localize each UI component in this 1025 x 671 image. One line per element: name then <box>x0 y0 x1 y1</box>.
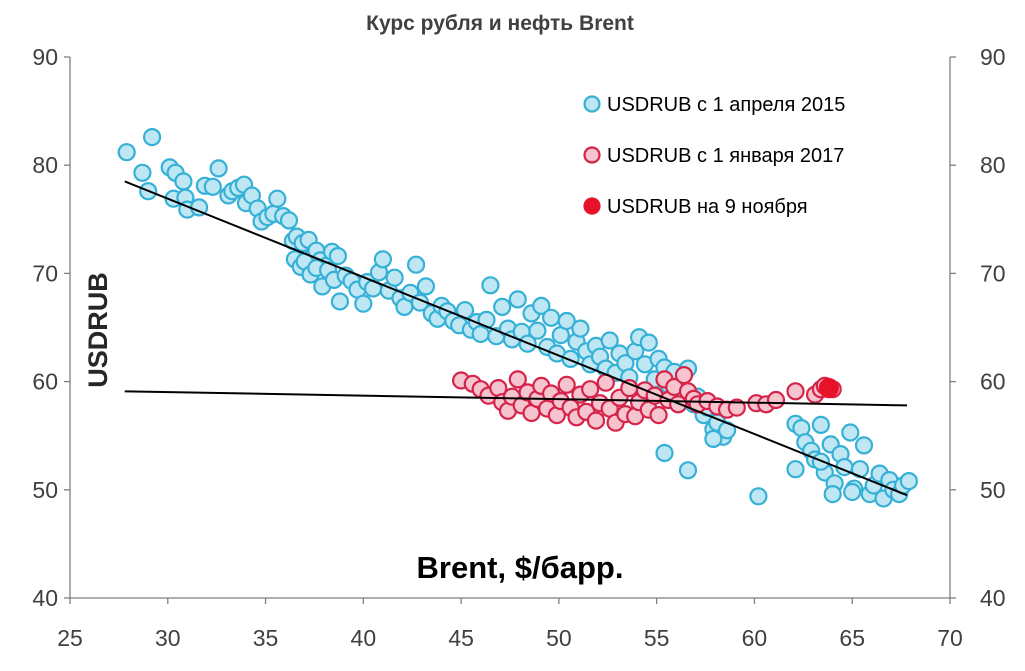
right-y-tick-label: 50 <box>980 477 1006 503</box>
chart-title: Курс рубля и нефть Brent <box>366 12 634 35</box>
x-tick-label: 40 <box>351 625 377 651</box>
x-tick-label: 65 <box>839 625 865 651</box>
data-point <box>328 247 347 266</box>
x-tick-label: 50 <box>546 625 572 651</box>
data-point <box>209 159 228 178</box>
data-point <box>279 211 299 230</box>
x-tick-label: 25 <box>57 625 83 651</box>
left-y-tick-label: 90 <box>32 44 58 70</box>
axes: 25 30 35 40 45 50 55 60 65 70 40 50 60 70 80 90 40 50 60 70… <box>32 44 1005 651</box>
data-point <box>823 485 842 504</box>
right-y-tick-label: 60 <box>980 369 1006 395</box>
data-point <box>481 276 500 295</box>
legend-label: USDRUB с 1 апреля 2015 <box>607 94 845 116</box>
data-point <box>678 461 698 480</box>
data-point <box>528 321 547 340</box>
legend-label: USDRUB на 9 ноября <box>607 196 808 218</box>
data-point <box>117 143 136 162</box>
data-point <box>330 292 349 311</box>
x-tick-label: 45 <box>448 625 474 651</box>
data-point <box>557 375 576 394</box>
x-tick-label: 55 <box>644 625 670 651</box>
trend-line-2 <box>124 390 907 407</box>
highlight-point <box>818 378 839 399</box>
data-point <box>203 177 222 196</box>
right-y-tick-label: 70 <box>980 260 1006 286</box>
left-y-tick-label: 80 <box>32 152 58 178</box>
trend-lines <box>124 180 908 497</box>
data-point <box>407 255 426 274</box>
data-point <box>385 268 404 287</box>
data-point <box>354 294 373 313</box>
data-point <box>373 250 392 269</box>
data-point <box>493 297 512 316</box>
data-point <box>727 398 746 417</box>
data-point <box>532 296 551 315</box>
data-point <box>133 163 152 182</box>
data-point <box>854 436 874 455</box>
trend-line-1 <box>124 180 908 497</box>
data-point <box>571 319 590 338</box>
data-point <box>268 189 287 208</box>
data-point <box>811 415 831 434</box>
data-point <box>766 390 786 410</box>
legend-label: USDRUB с 1 января 2017 <box>607 145 844 167</box>
legend-marker <box>583 146 601 164</box>
series-2 <box>452 366 842 432</box>
data-point <box>749 487 768 506</box>
data-point <box>174 172 193 191</box>
x-tick-label: 30 <box>155 625 181 651</box>
series-3 <box>818 378 839 399</box>
data-point <box>899 472 919 491</box>
x-tick-label: 70 <box>937 625 963 651</box>
data-points <box>117 128 919 508</box>
data-point <box>143 128 162 147</box>
right-y-tick-label: 80 <box>980 152 1006 178</box>
data-point <box>508 370 527 389</box>
data-point <box>841 423 860 442</box>
data-point <box>600 331 619 350</box>
right-y-tick-label: 40 <box>980 585 1006 611</box>
data-point <box>508 290 527 309</box>
data-point <box>541 308 561 327</box>
data-point <box>655 443 674 463</box>
legend: USDRUB с 1 апреля 2015 USDRUB с 1 января … <box>583 94 845 218</box>
left-y-tick-label: 60 <box>32 369 58 395</box>
left-y-tick-label: 70 <box>32 260 58 286</box>
data-point <box>786 460 805 479</box>
data-point <box>674 366 694 385</box>
data-point <box>416 277 435 296</box>
data-point <box>704 429 723 448</box>
data-point <box>649 406 668 425</box>
data-point <box>843 482 862 502</box>
y-axis-label: USDRUB <box>83 272 113 388</box>
left-y-tick-label: 40 <box>32 585 58 611</box>
data-point <box>639 333 658 352</box>
series-1 <box>117 128 919 508</box>
legend-marker <box>583 197 601 215</box>
left-y-tick-label: 50 <box>32 477 58 503</box>
data-point <box>586 411 606 430</box>
x-axis-label: Brent, $/барр. <box>417 550 624 585</box>
data-point <box>581 380 600 399</box>
right-y-tick-label: 90 <box>980 44 1006 70</box>
x-tick-label: 60 <box>742 625 768 651</box>
x-tick-label: 35 <box>253 625 279 651</box>
data-point <box>786 382 805 401</box>
data-point <box>557 311 576 331</box>
legend-marker <box>583 95 601 113</box>
